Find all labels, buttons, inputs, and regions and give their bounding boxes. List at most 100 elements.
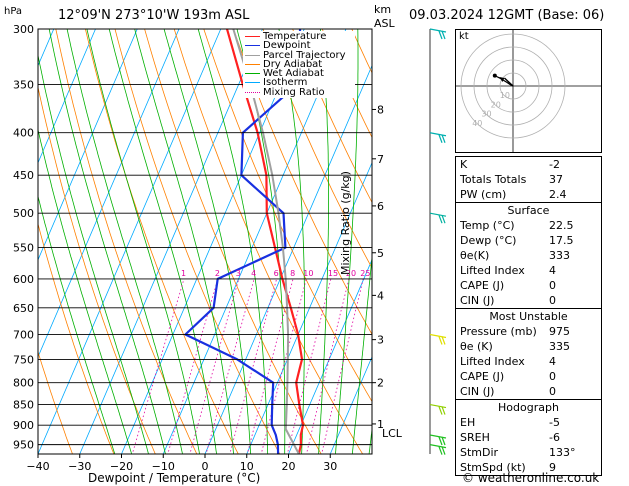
right-axis-title: Mixing Ratio (g/kg) (339, 171, 352, 275)
profile-line-parcel-trajectory (232, 29, 300, 454)
datetime-label: 09.03.2024 12GMT (Base: 06) (409, 8, 605, 23)
hodograph-ring-label: 10 (500, 91, 510, 100)
wet-adiabat-line (368, 426, 372, 454)
hodograph-ring-label: 40 (472, 119, 482, 128)
dry-adiabat-line (55, 29, 198, 454)
isotherm-line (246, 161, 372, 454)
legend-label: Temperature (263, 31, 327, 42)
mixing-ratio-label: 10 (303, 269, 313, 278)
isotherm-line (162, 29, 347, 454)
isotherm-line (38, 29, 138, 261)
lcl-label: LCL (382, 427, 403, 440)
temperature-tick-label: −40 (26, 460, 49, 473)
pressure-tick-label: 450 (13, 169, 34, 182)
pressure-tick-label: 700 (13, 329, 34, 342)
legend-label: Parcel Trajectory (263, 49, 346, 61)
temperature-tick-label: 10 (240, 460, 254, 473)
temperature-tick-label: 0 (202, 460, 209, 473)
wet-adiabat-line (351, 252, 372, 454)
km-tick-label: 2 (377, 377, 384, 390)
hodograph-endpoint (492, 73, 497, 78)
wet-adiabat-line (48, 29, 166, 454)
isotherm-line (38, 29, 222, 454)
pressure-unit-label: hPa (4, 6, 23, 17)
hodograph-unit-label: kt (459, 31, 469, 42)
isotherm-line (121, 29, 305, 454)
wet-adiabat-line (38, 194, 116, 454)
indices-panel: K -2 Totals Totals 37 PW (cm) 2.4 Surface T… (455, 156, 602, 476)
mixing-ratio-label: 1 (181, 269, 186, 278)
wet-adiabat-line (163, 29, 252, 454)
mixing-ratio-label: 8 (290, 269, 295, 278)
pressure-tick-label: 750 (13, 353, 34, 366)
pressure-tick-label: 800 (13, 377, 34, 390)
pressure-tick-label: 600 (13, 273, 34, 286)
wet-adiabat-line (385, 4, 447, 463)
pressure-tick-label: 900 (13, 419, 34, 432)
surface-row-thetae: θe(K) 333 (460, 249, 570, 262)
index-row-pw: PW (cm) 2.4 (460, 188, 567, 201)
wind-barb (429, 28, 447, 40)
asl-label: ASL (374, 17, 395, 30)
most-unstable-title: Most Unstable (456, 308, 601, 324)
legend-label: Dry Adiabat (263, 58, 323, 70)
legend-item: Temperature (243, 31, 355, 42)
isotherm-line (38, 29, 180, 358)
mixing-ratio-label: 25 (360, 269, 370, 278)
mixing-ratio-line (131, 278, 185, 454)
mixing-ratio-label: 4 (251, 269, 256, 278)
legend-item: Wet Adiabat (243, 69, 355, 79)
surface-row-temp: Temp (°C) 22.5 (460, 219, 574, 232)
wind-barb (429, 212, 447, 224)
hodograph-ring-label: 20 (491, 100, 501, 109)
hodograph-ring (499, 72, 527, 100)
surface-row-li: Lifted Index 4 (460, 264, 556, 277)
isotherm-line (288, 258, 372, 454)
temperature-tick-label: −30 (68, 460, 91, 473)
wet-adiabat-line (66, 29, 183, 454)
hodograph-ring-label: 30 (481, 110, 491, 119)
mu-row-li: Lifted Index 4 (460, 355, 556, 368)
dry-adiabat-line (84, 29, 239, 454)
km-tick-label: 8 (377, 103, 384, 116)
wind-barb (429, 403, 447, 415)
legend-swatch (245, 63, 260, 65)
mixing-ratio-label: 15 (328, 269, 338, 278)
wind-barb (429, 434, 447, 446)
legend-swatch (245, 54, 260, 56)
surface-row-dewp: Dewp (°C) 17.5 (460, 234, 574, 247)
hodograph-ring (460, 33, 566, 139)
legend-swatch (245, 91, 260, 93)
hodo-row-stmspd: StmSpd (kt) 9 (460, 461, 556, 474)
pressure-tick-label: 350 (13, 79, 34, 92)
km-tick-label: 1 (377, 418, 384, 431)
mu-row-pressure: Pressure (mb) 975 (460, 325, 570, 338)
legend-item: Mixing Ratio (243, 86, 355, 98)
isotherm-line (0, 29, 12, 454)
legend-swatch (245, 82, 260, 84)
legend-item: Isotherm (243, 78, 355, 88)
mixing-ratio-label: 20 (346, 269, 356, 278)
legend-swatch (245, 73, 260, 75)
mu-row-cin: CIN (J) 0 (460, 385, 556, 398)
wind-barb (429, 333, 447, 345)
dry-adiabat-line (38, 222, 115, 454)
wind-barb (429, 444, 447, 455)
hodo-row-eh: EH -5 (460, 416, 560, 429)
legend-swatch (245, 45, 260, 47)
dry-adiabat-line (38, 85, 156, 454)
storm-motion-arrowhead (499, 77, 505, 83)
index-row-k: K -2 (460, 158, 560, 171)
mixing-ratio-line (167, 278, 219, 454)
hodo-row-sreh: SREH -6 (460, 431, 560, 444)
dry-adiabat-line (38, 350, 73, 454)
pressure-tick-label: 400 (13, 127, 34, 140)
temperature-tick-label: −20 (110, 460, 133, 473)
mixing-ratio-label: 6 (274, 269, 279, 278)
legend-label: Mixing Ratio (263, 86, 325, 98)
mixing-ratio-line (246, 278, 294, 454)
mu-row-cape: CAPE (J) 0 (460, 370, 556, 383)
mixing-ratio-label: 2 (215, 269, 220, 278)
